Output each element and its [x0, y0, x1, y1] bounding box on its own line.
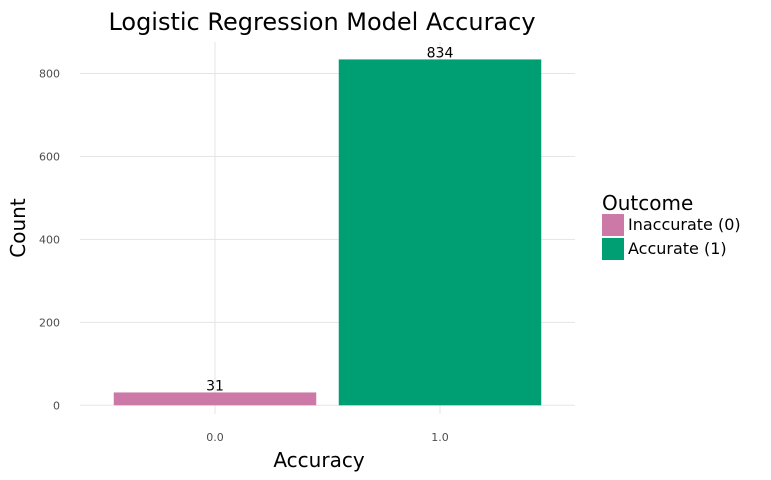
y-tick-label: 0 [53, 399, 60, 412]
data-label: 31 [206, 378, 224, 394]
y-tick-label: 200 [39, 316, 60, 329]
data-label: 834 [427, 45, 454, 61]
bar-1.0 [338, 59, 542, 406]
legend-label: Accurate (1) [628, 239, 727, 258]
chart-title: Logistic Regression Model Accuracy [108, 8, 535, 36]
y-axis-title: Count [6, 198, 30, 258]
x-tick-label: 0.0 [206, 431, 224, 444]
legend-label: Inaccurate (0) [628, 215, 741, 234]
y-tick-label: 400 [39, 233, 60, 246]
data-labels: 31 834 [206, 45, 453, 394]
y-axis-ticks: 0 200 400 600 800 [39, 68, 60, 413]
y-tick-label: 800 [39, 68, 60, 81]
x-axis-ticks: 0.0 1.0 [206, 431, 449, 444]
x-axis-title: Accuracy [273, 448, 364, 472]
legend-swatch [602, 214, 624, 236]
legend-swatch [602, 238, 624, 260]
bars [113, 59, 542, 406]
x-tick-label: 1.0 [431, 431, 449, 444]
bar-0.0 [113, 392, 317, 406]
legend-title: Outcome [602, 191, 693, 215]
legend: Outcome Inaccurate (0) Accurate (1) [602, 191, 741, 260]
y-tick-label: 600 [39, 150, 60, 163]
